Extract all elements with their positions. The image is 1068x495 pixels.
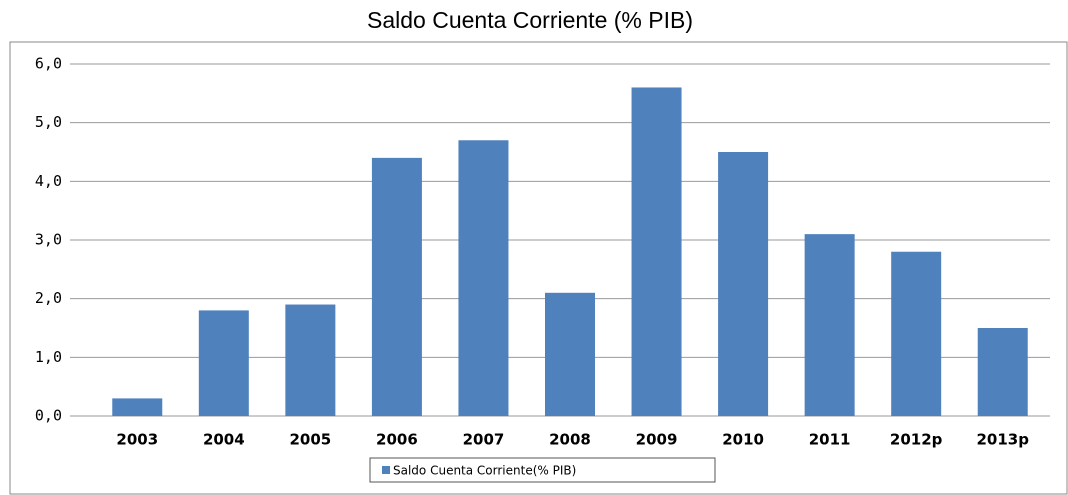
chart-border <box>9 41 1068 495</box>
x-tick-label: 2013p <box>976 431 1029 449</box>
bar <box>631 87 682 416</box>
bar <box>891 251 942 416</box>
y-tick-label: 6,0 <box>35 55 62 73</box>
legend-label: Saldo Cuenta Corriente(% PIB) <box>393 464 576 478</box>
x-tick-label: 2012p <box>890 431 943 449</box>
chart-title: Saldo Cuenta Corriente (% PIB) <box>367 7 693 33</box>
bar <box>458 140 509 416</box>
y-tick-label: 3,0 <box>35 231 62 249</box>
bar <box>285 304 336 416</box>
legend-box <box>369 457 716 483</box>
x-tick-label: 2004 <box>203 431 245 449</box>
bar <box>718 152 769 416</box>
y-tick-label: 4,0 <box>35 172 62 190</box>
y-tick-label: 5,0 <box>35 113 62 131</box>
x-tick-label: 2003 <box>116 431 158 449</box>
bar <box>371 157 422 416</box>
legend-swatch <box>382 466 390 474</box>
x-tick-label: 2011 <box>809 431 851 449</box>
x-tick-label: 2010 <box>722 431 764 449</box>
x-tick-label: 2009 <box>636 431 678 449</box>
y-tick-label: 0,0 <box>35 407 62 425</box>
x-tick-label: 2007 <box>463 431 505 449</box>
y-tick-label: 2,0 <box>35 289 62 307</box>
x-tick-label: 2005 <box>289 431 331 449</box>
bar <box>112 398 163 416</box>
bar <box>977 328 1028 416</box>
bar <box>545 292 595 416</box>
bar <box>198 310 249 416</box>
x-tick-label: 2006 <box>376 431 418 449</box>
bar <box>804 234 855 416</box>
y-tick-label: 1,0 <box>35 348 62 366</box>
x-tick-label: 2008 <box>549 431 591 449</box>
